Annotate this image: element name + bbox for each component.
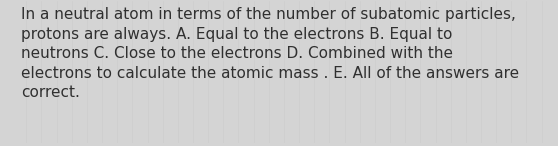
Text: In a neutral atom in terms of the number of subatomic particles,
protons are alw: In a neutral atom in terms of the number… [21, 7, 519, 100]
